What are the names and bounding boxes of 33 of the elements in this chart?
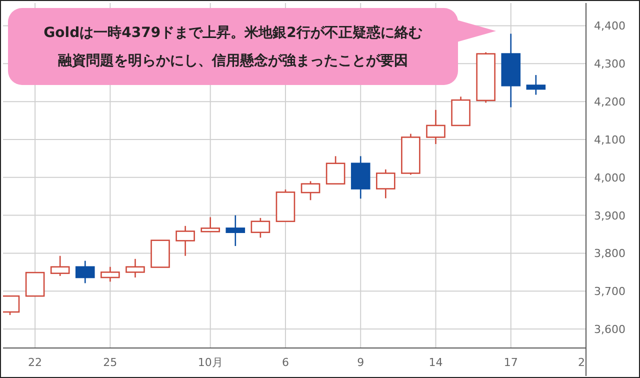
candlestick — [226, 214, 246, 247]
x-tick-label: 25 — [103, 356, 118, 369]
y-tick-label: 4,200 — [594, 96, 626, 109]
y-tick-label: 4,100 — [594, 133, 626, 146]
candlestick — [326, 156, 346, 184]
candlestick — [25, 272, 45, 297]
x-tick-label: 17 — [504, 356, 518, 369]
y-tick-label: 4,300 — [594, 58, 626, 71]
y-tick-label: 3,900 — [594, 209, 626, 222]
x-tick-label: 2 — [578, 356, 585, 369]
y-tick-label: 3,800 — [594, 247, 626, 260]
candlestick — [75, 260, 95, 284]
x-tick-label: 14 — [428, 356, 443, 369]
annotation: Goldは一時4379ドまで上昇。米地銀2行が不正疑惑に絡む — [44, 25, 422, 41]
y-tick-label: 3,600 — [594, 323, 626, 336]
y-tick-label: 4,000 — [594, 171, 626, 184]
candlestick — [200, 216, 220, 232]
x-tick-label: 6 — [282, 356, 289, 369]
candlestick — [526, 74, 546, 96]
candlestick — [376, 168, 396, 199]
candlestick — [250, 217, 270, 238]
candlestick — [426, 109, 446, 145]
annotation: 融資問題を明らかにし、信用懸念が強まったことが要因 — [58, 53, 408, 69]
x-tick-label: 22 — [28, 356, 42, 369]
candlestick — [50, 255, 70, 277]
candlestick — [126, 258, 145, 278]
candlestick — [300, 180, 320, 201]
y-tick-label: 4,400 — [594, 20, 626, 33]
candlestick — [100, 266, 120, 282]
x-tick-label: 9 — [357, 356, 364, 369]
candlestick — [176, 225, 195, 257]
x-tick-label: 10月 — [198, 356, 223, 369]
y-tick-label: 3,700 — [594, 285, 626, 298]
